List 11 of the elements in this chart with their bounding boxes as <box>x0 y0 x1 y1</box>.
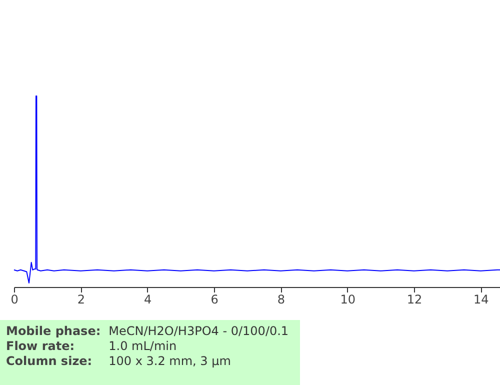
x-tick-label: 8 <box>277 292 285 306</box>
x-tick-label: 6 <box>210 292 218 306</box>
x-tick-label: 10 <box>340 292 356 306</box>
x-tick-label: 14 <box>474 292 489 306</box>
text: Mobile phase: MeCN/H2O/H3PO4 - 0/100/0.1 <box>6 324 290 339</box>
x-tick-label: 12 <box>406 292 422 306</box>
x-tick-label: 2 <box>77 292 85 306</box>
x-tick-label: 0 <box>10 292 18 306</box>
x-tick-label: 4 <box>144 292 152 306</box>
text: Column size: 100 x 3.2 mm, 3 µm <box>6 354 231 368</box>
text: Flow rate: 1.0 mL/min <box>6 339 177 353</box>
